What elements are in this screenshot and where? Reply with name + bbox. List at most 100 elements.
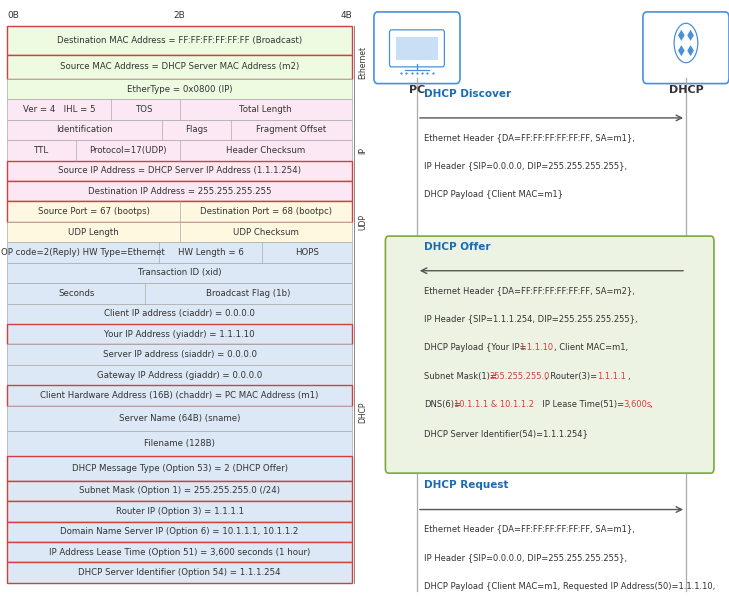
Text: Subnet Mask(1)=: Subnet Mask(1)= (424, 372, 497, 381)
Polygon shape (678, 45, 685, 56)
Text: Client IP address (ciaddr) = 0.0.0.0: Client IP address (ciaddr) = 0.0.0.0 (104, 309, 255, 318)
Text: Ethernet: Ethernet (358, 46, 367, 79)
Bar (7, 55, 352, 79)
Text: 255.255.255.0: 255.255.255.0 (489, 372, 550, 381)
Bar (7, 140, 352, 161)
FancyBboxPatch shape (374, 12, 460, 84)
Bar (7, 201, 352, 222)
Text: Client Hardware Address (16B) (chaddr) = PC MAC Address (m1): Client Hardware Address (16B) (chaddr) =… (40, 391, 319, 400)
Text: EtherType = 0x0800 (IP): EtherType = 0x0800 (IP) (127, 85, 233, 94)
Text: DHCP Payload {Client MAC=m1, Requested IP Address(50)=1.1.1.10,: DHCP Payload {Client MAC=m1, Requested I… (424, 582, 715, 591)
Text: IP Lease Time(51)=: IP Lease Time(51)= (537, 401, 624, 410)
Text: Seconds: Seconds (58, 289, 95, 298)
Text: Header Checksum: Header Checksum (226, 146, 305, 155)
Bar (7, 344, 352, 365)
Text: Transaction ID (xid): Transaction ID (xid) (138, 269, 222, 278)
Text: Identification: Identification (57, 125, 113, 134)
Bar (7, 263, 352, 283)
Bar (7, 242, 352, 263)
Text: 0B: 0B (7, 11, 19, 20)
Bar (7, 430, 352, 456)
Bar (396, 37, 438, 60)
Text: Protocol=17(UDP): Protocol=17(UDP) (89, 146, 167, 155)
Text: IP Header {SIP=1.1.1.254, DIP=255.255.255.255},: IP Header {SIP=1.1.1.254, DIP=255.255.25… (424, 315, 638, 324)
Bar (7, 456, 352, 481)
Text: DHCP Discover: DHCP Discover (424, 89, 511, 99)
Bar (7, 304, 352, 324)
FancyBboxPatch shape (643, 12, 729, 84)
Bar (7, 283, 352, 304)
Text: Server IP address (siaddr) = 0.0.0.0: Server IP address (siaddr) = 0.0.0.0 (103, 350, 257, 359)
Text: Subnet Mask (Option 1) = 255.255.255.0 (/24): Subnet Mask (Option 1) = 255.255.255.0 (… (79, 487, 280, 496)
FancyBboxPatch shape (386, 236, 714, 473)
Text: DHCP Payload {Your IP=: DHCP Payload {Your IP= (424, 343, 526, 352)
Text: DHCP Server Identifier (Option 54) = 1.1.1.254: DHCP Server Identifier (Option 54) = 1.1… (78, 568, 281, 577)
Text: Source MAC Address = DHCP Server MAC Address (m2): Source MAC Address = DHCP Server MAC Add… (60, 63, 299, 72)
Text: Your IP Address (yiaddr) = 1.1.1.10: Your IP Address (yiaddr) = 1.1.1.10 (104, 330, 255, 338)
Polygon shape (678, 30, 685, 41)
Text: 10.1.1.1 & 10.1.1.2: 10.1.1.1 & 10.1.1.2 (454, 401, 534, 410)
Text: Domain Name Server IP (Option 6) = 10.1.1.1, 10.1.1.2: Domain Name Server IP (Option 6) = 10.1.… (61, 527, 299, 536)
Text: DNS(6)=: DNS(6)= (424, 401, 461, 410)
Text: HOPS: HOPS (295, 248, 319, 257)
Bar (7, 99, 352, 120)
Text: PC: PC (409, 85, 425, 95)
Bar (7, 522, 352, 542)
Text: DHCP Offer: DHCP Offer (424, 242, 491, 252)
Text: , Client MAC=m1,: , Client MAC=m1, (554, 343, 628, 352)
Text: 3,600s: 3,600s (623, 401, 652, 410)
Text: Source Port = 67 (bootps): Source Port = 67 (bootps) (38, 207, 149, 216)
Text: Source IP Address = DHCP Server IP Address (1.1.1.254): Source IP Address = DHCP Server IP Addre… (58, 167, 301, 176)
Polygon shape (687, 30, 694, 41)
Text: Destination IP Address = 255.255.255.255: Destination IP Address = 255.255.255.255 (87, 187, 271, 196)
Text: ,: , (650, 401, 652, 410)
Bar (7, 385, 352, 406)
Text: 4B: 4B (340, 11, 352, 20)
Text: TOS: TOS (136, 105, 154, 114)
Bar (7, 501, 352, 522)
Text: UDP Checksum: UDP Checksum (233, 227, 299, 236)
Text: Destination MAC Address = FF:FF:FF:FF:FF:FF (Broadcast): Destination MAC Address = FF:FF:FF:FF:FF… (57, 36, 303, 45)
Text: DHCP Request: DHCP Request (424, 481, 509, 491)
FancyBboxPatch shape (389, 30, 445, 67)
Bar (7, 481, 352, 501)
Bar (7, 542, 352, 562)
Text: Gateway IP Address (giaddr) = 0.0.0.0: Gateway IP Address (giaddr) = 0.0.0.0 (97, 371, 262, 380)
Bar (7, 365, 352, 385)
Text: DHCP: DHCP (358, 402, 367, 423)
Text: HW Length = 6: HW Length = 6 (178, 248, 243, 257)
Text: DHCP: DHCP (668, 85, 703, 95)
Polygon shape (687, 45, 694, 56)
Bar (7, 120, 352, 140)
Circle shape (674, 23, 698, 63)
Text: DHCP Payload {Client MAC=m1}: DHCP Payload {Client MAC=m1} (424, 190, 563, 199)
Text: Router IP (Option 3) = 1.1.1.1: Router IP (Option 3) = 1.1.1.1 (116, 507, 243, 516)
Bar (7, 181, 352, 201)
Bar (7, 26, 352, 55)
Text: Fragment Offset: Fragment Offset (257, 125, 327, 134)
Text: 1.1.1.10: 1.1.1.10 (520, 343, 553, 352)
Bar (7, 79, 352, 99)
Text: 1.1.1.1: 1.1.1.1 (598, 372, 626, 381)
Text: Ethernet Header {DA=FF:FF:FF:FF:FF:FF, SA=m1},: Ethernet Header {DA=FF:FF:FF:FF:FF:FF, S… (424, 133, 635, 142)
Text: OP code=2(Reply) HW Type=Ethernet: OP code=2(Reply) HW Type=Ethernet (1, 248, 165, 257)
Text: Total Length: Total Length (239, 105, 292, 114)
Bar (7, 324, 352, 344)
Bar (7, 406, 352, 430)
Text: Ethernet Header {DA=FF:FF:FF:FF:FF:FF, SA=m1},: Ethernet Header {DA=FF:FF:FF:FF:FF:FF, S… (424, 525, 635, 534)
Text: Server Name (64B) (sname): Server Name (64B) (sname) (119, 414, 241, 423)
Text: Ver = 4   IHL = 5: Ver = 4 IHL = 5 (23, 105, 95, 114)
Text: Ethernet Header {DA=FF:FF:FF:FF:FF:FF, SA=m2},: Ethernet Header {DA=FF:FF:FF:FF:FF:FF, S… (424, 286, 635, 295)
Bar (7, 161, 352, 181)
Text: , Router(3)=: , Router(3)= (545, 372, 598, 381)
Text: 2B: 2B (174, 11, 185, 20)
Text: IP: IP (358, 147, 367, 154)
Text: DHCP Message Type (Option 53) = 2 (DHCP Offer): DHCP Message Type (Option 53) = 2 (DHCP … (71, 464, 288, 473)
Text: UDP Length: UDP Length (68, 227, 119, 236)
Text: Flags: Flags (185, 125, 208, 134)
Text: ,: , (628, 372, 631, 381)
Bar (7, 222, 352, 242)
Text: UDP: UDP (358, 214, 367, 230)
Text: Filename (128B): Filename (128B) (144, 439, 215, 448)
Bar (7, 562, 352, 583)
